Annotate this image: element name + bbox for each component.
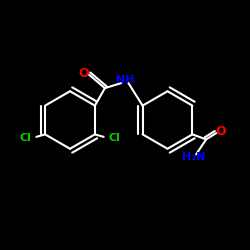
Text: Cl: Cl — [20, 133, 31, 143]
Text: H₂N: H₂N — [182, 152, 205, 162]
Text: O: O — [79, 66, 90, 80]
Text: Cl: Cl — [109, 133, 120, 143]
Text: O: O — [215, 126, 226, 138]
Text: NH: NH — [116, 75, 134, 85]
